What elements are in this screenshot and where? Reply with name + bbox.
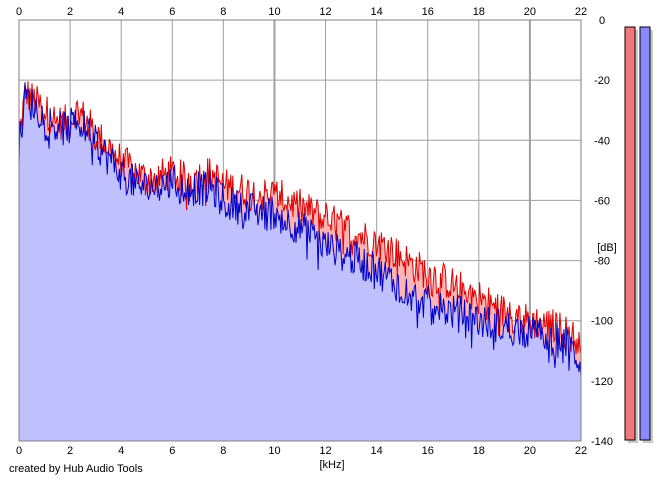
left-channel-line [18, 81, 582, 355]
plot-border [18, 19, 582, 442]
spectrum-fills [19, 81, 581, 442]
x-tick-label-top: 20 [524, 6, 536, 18]
x-tick-label-bottom: 10 [268, 445, 280, 457]
y-tick-label: -40 [594, 135, 610, 147]
y-tick-label: 0 [599, 15, 605, 27]
x-tick-label-top: 12 [319, 6, 331, 18]
x-axis-title: [kHz] [319, 459, 344, 471]
right-level-meter [639, 26, 651, 441]
x-tick-label-top: 6 [169, 6, 175, 18]
x-tick-label-top: 0 [16, 6, 22, 18]
x-tick-label-bottom: 6 [169, 445, 175, 457]
y-tick-label: -80 [594, 256, 610, 268]
x-tick-label-bottom: 16 [422, 445, 434, 457]
x-tick-label-top: 2 [67, 6, 73, 18]
x-tick-label-top: 22 [575, 6, 587, 18]
x-tick-label-bottom: 18 [473, 445, 485, 457]
x-tick-label-top: 18 [473, 6, 485, 18]
y-tick-label: -140 [591, 436, 613, 448]
x-tick-label-bottom: 2 [67, 445, 73, 457]
right-channel-area [19, 82, 581, 441]
y-axis-title: [dB] [597, 242, 617, 254]
x-tick-label-bottom: 4 [118, 445, 124, 457]
plot-frame [18, 19, 582, 442]
x-tick-label-bottom: 12 [319, 445, 331, 457]
level-meters [624, 26, 653, 443]
y-tick-label: -20 [594, 75, 610, 87]
x-tick-label-bottom: 20 [524, 445, 536, 457]
x-tick-label-top: 8 [220, 6, 226, 18]
x-tick-label-bottom: 0 [16, 445, 22, 457]
x-tick-label-bottom: 14 [371, 445, 383, 457]
y-tick-label: -60 [594, 195, 610, 207]
y-tick-label: -100 [591, 316, 613, 328]
spectrum-lines [18, 81, 582, 377]
x-tick-label-top: 16 [422, 6, 434, 18]
tick-labels: 002244668810101212141416161818202022220-… [16, 6, 613, 457]
x-tick-label-bottom: 8 [220, 445, 226, 457]
left-level-meter [624, 26, 636, 441]
x-tick-label-top: 10 [268, 6, 280, 18]
x-tick-label-bottom: 22 [575, 445, 587, 457]
x-tick-label-top: 4 [118, 6, 124, 18]
credit-text: created by Hub Audio Tools [9, 463, 143, 475]
y-tick-label: -120 [591, 376, 613, 388]
x-tick-label-top: 14 [371, 6, 383, 18]
right-channel-line [18, 82, 582, 377]
